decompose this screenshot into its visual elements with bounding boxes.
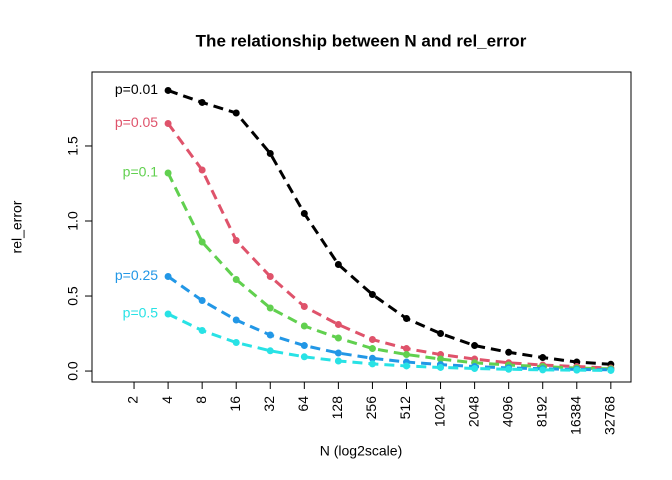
x-tick-label: 8	[193, 396, 209, 404]
point	[437, 363, 445, 371]
x-tick-label: 4096	[499, 396, 515, 427]
point	[471, 342, 479, 350]
y-tick-label: 0.0	[65, 361, 81, 381]
x-tick-label: 32768	[602, 396, 618, 435]
x-tick-label: 128	[329, 396, 345, 420]
point	[266, 273, 274, 281]
point	[232, 237, 240, 245]
point	[266, 347, 274, 355]
point	[232, 276, 240, 284]
point	[334, 357, 342, 365]
point	[573, 366, 581, 374]
point	[198, 238, 206, 246]
x-tick-label: 8192	[533, 396, 549, 427]
x-tick-label: 16	[227, 396, 243, 412]
point	[198, 297, 206, 305]
x-tick-label: 2048	[465, 396, 481, 427]
plot-box	[91, 71, 632, 383]
x-tick-label: 16384	[567, 396, 583, 435]
point	[232, 316, 240, 324]
point	[300, 322, 308, 330]
point	[266, 149, 274, 157]
point	[334, 334, 342, 342]
point	[402, 345, 410, 353]
point	[539, 366, 547, 374]
point	[368, 360, 376, 368]
point	[402, 351, 410, 359]
point	[198, 327, 206, 335]
point	[471, 364, 479, 372]
point	[266, 304, 274, 312]
point	[300, 303, 308, 311]
point	[164, 119, 172, 127]
x-tick-label: 2	[125, 396, 141, 404]
series-label: p=0.1	[123, 164, 159, 180]
series-line	[167, 89, 611, 366]
x-axis-label: N (log2scale)	[320, 443, 402, 459]
point	[164, 169, 172, 177]
point	[368, 354, 376, 362]
series-line	[166, 172, 611, 371]
point	[505, 348, 513, 356]
x-tick-label: 32	[261, 396, 277, 412]
x-tick-label: 64	[295, 396, 311, 412]
point	[300, 353, 308, 361]
point	[300, 342, 308, 350]
point	[164, 86, 172, 94]
y-tick-label: 0.5	[65, 286, 81, 306]
point	[539, 354, 547, 362]
point	[300, 209, 308, 217]
point	[334, 321, 342, 329]
x-tick-label: 4	[159, 396, 175, 404]
point	[402, 362, 410, 370]
y-axis-label: rel_error	[9, 200, 25, 253]
point	[266, 331, 274, 339]
y-tick-label: 1.5	[65, 136, 81, 156]
point	[232, 339, 240, 347]
point	[368, 345, 376, 353]
point	[164, 310, 172, 318]
x-tick-label: 1024	[431, 396, 447, 427]
series-label: p=0.05	[115, 114, 158, 130]
point	[334, 261, 342, 269]
point	[607, 366, 615, 374]
point	[505, 365, 513, 373]
point	[402, 315, 410, 323]
point	[164, 273, 172, 281]
point	[232, 109, 240, 117]
point	[368, 336, 376, 344]
series-label: p=0.25	[115, 267, 158, 283]
point	[437, 355, 445, 363]
point	[334, 349, 342, 357]
series-label: p=0.01	[115, 81, 158, 97]
series-label: p=0.5	[123, 305, 159, 321]
point	[198, 166, 206, 174]
x-tick-label: 256	[363, 396, 379, 420]
series-line	[167, 312, 611, 372]
x-tick-label: 512	[397, 396, 413, 420]
point	[198, 98, 206, 106]
chart-title: The relationship between N and rel_error	[196, 31, 527, 50]
y-tick-label: 1.0	[65, 211, 81, 231]
series-line	[166, 122, 611, 370]
point	[368, 291, 376, 299]
point	[437, 330, 445, 338]
